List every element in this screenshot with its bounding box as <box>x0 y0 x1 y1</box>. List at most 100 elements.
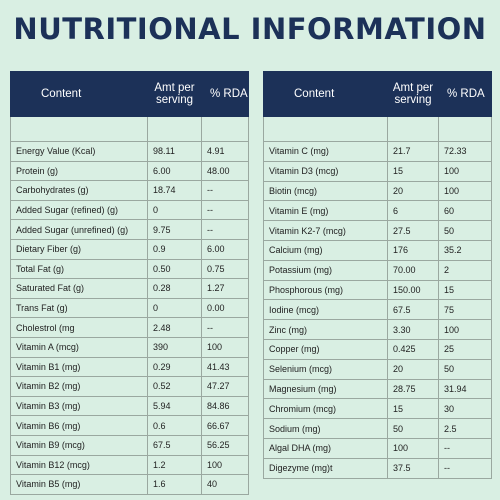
nutrient-name: Vitamin B6 (mg) <box>10 415 148 436</box>
nutrient-name: Vitamin B1 (mg) <box>10 356 148 378</box>
amount-value: 50 <box>387 418 439 439</box>
rda-value: 50 <box>438 220 492 241</box>
table-row: Vitamin B5 (mg) 1.6 40 <box>10 474 249 495</box>
nutrient-name: Vitamin A (mcg) <box>10 336 148 358</box>
rda-value: 41.43 <box>201 356 249 378</box>
rda-value: 25 <box>438 338 492 360</box>
rda-value: 50 <box>438 358 492 380</box>
table-row: Iodine (mcg) 67.5 75 <box>263 299 492 321</box>
rda-value: 75 <box>438 299 492 321</box>
nutrient-name: Vitamin B2 (mg) <box>10 376 148 397</box>
page-title: NUTRITIONAL INFORMATION <box>13 12 487 46</box>
rda-value: 30 <box>438 398 492 420</box>
table-row: Vitamin B1 (mg) 0.29 41.43 <box>10 356 249 378</box>
table-row: Vitamin B6 (mg) 0.6 66.67 <box>10 415 249 436</box>
nutrient-name: Vitamin B5 (mg) <box>10 474 148 495</box>
spacer-cell <box>147 116 202 142</box>
table-row: Copper (mg) 0.425 25 <box>263 338 492 360</box>
table-row: Energy Value (Kcal) 98.11 4.91 <box>10 141 249 162</box>
table-row: Magnesium (mg) 28.75 31.94 <box>263 378 492 400</box>
nutrient-name: Biotin (mcg) <box>263 180 388 202</box>
table-row: Protein (g) 6.00 48.00 <box>10 160 249 182</box>
rda-value: 60 <box>438 200 492 222</box>
amount-value: 9.75 <box>147 219 202 240</box>
nutrient-name: Vitamin E (mg) <box>263 200 388 222</box>
amount-value: 28.75 <box>387 378 439 400</box>
nutrition-table-right: Content Amt per serving % RDA Vitamin C … <box>263 71 492 479</box>
nutrient-name: Protein (g) <box>10 160 148 182</box>
rda-value: 1.27 <box>201 278 249 299</box>
nutrient-name: Vitamin K2-7 (mcg) <box>263 220 388 241</box>
amount-value: 20 <box>387 358 439 380</box>
amount-value: 0.29 <box>147 356 202 378</box>
rda-value: 100 <box>438 160 492 182</box>
table-row: Calcium (mg) 176 35.2 <box>263 239 492 261</box>
header-amt-per-serving: Amt per serving <box>387 71 439 117</box>
spacer-cell <box>387 116 439 142</box>
table-row: Phosphorous (mg) 150.00 15 <box>263 279 492 301</box>
table-row: Biotin (mcg) 20 100 <box>263 180 492 202</box>
rda-value: 35.2 <box>438 239 492 261</box>
header-rda: % RDA <box>201 71 249 117</box>
spacer-cell <box>201 116 249 142</box>
table-row: Potassium (mg) 70.00 2 <box>263 259 492 281</box>
nutrient-name: Dietary Fiber (g) <box>10 238 148 260</box>
amount-value: 6.00 <box>147 160 202 182</box>
amount-value: 20 <box>387 180 439 202</box>
table-row: Vitamin B3 (mg) 5.94 84.86 <box>10 395 249 417</box>
table-row: Added Sugar (refined) (g) 0 -- <box>10 199 249 221</box>
rda-value: 100 <box>438 180 492 202</box>
rda-value: -- <box>201 317 249 338</box>
amount-value: 150.00 <box>387 279 439 301</box>
nutrient-name: Total Fat (g) <box>10 258 148 280</box>
nutrient-name: Added Sugar (refined) (g) <box>10 199 148 221</box>
rda-value: 47.27 <box>201 376 249 397</box>
amount-value: 0.28 <box>147 278 202 299</box>
table-row: Dietary Fiber (g) 0.9 6.00 <box>10 238 249 260</box>
amount-value: 15 <box>387 160 439 182</box>
rda-value: 100 <box>201 336 249 358</box>
rda-value: -- <box>201 199 249 221</box>
amount-value: 0.52 <box>147 376 202 397</box>
rda-value: 100 <box>438 319 492 340</box>
amount-value: 15 <box>387 398 439 420</box>
nutrient-name: Calcium (mg) <box>263 239 388 261</box>
rda-value: 4.91 <box>201 141 249 162</box>
amount-value: 1.6 <box>147 474 202 495</box>
rda-value: 2 <box>438 259 492 281</box>
table-row: Cholestrol (mg 2.48 -- <box>10 317 249 338</box>
rda-value: 84.86 <box>201 395 249 417</box>
nutrient-name: Carbohydrates (g) <box>10 180 148 201</box>
spacer-cell <box>263 116 388 142</box>
table-spacer-row <box>10 116 249 142</box>
amount-value: 6 <box>387 200 439 222</box>
table-row: Zinc (mg) 3.30 100 <box>263 319 492 340</box>
amount-value: 0.9 <box>147 238 202 260</box>
table-row: Vitamin A (mcg) 390 100 <box>10 336 249 358</box>
rda-value: 48.00 <box>201 160 249 182</box>
rda-value: 66.67 <box>201 415 249 436</box>
table-row: Carbohydrates (g) 18.74 -- <box>10 180 249 201</box>
header-amt-per-serving: Amt per serving <box>147 71 202 117</box>
header-content: Content <box>10 71 148 117</box>
table-row: Digezyme (mg)t 37.5 -- <box>263 457 492 479</box>
table-row: Vitamin E (mg) 6 60 <box>263 200 492 222</box>
nutrient-name: Algal DHA (mg) <box>263 437 388 459</box>
table-row: Algal DHA (mg) 100 -- <box>263 437 492 459</box>
amount-value: 0.50 <box>147 258 202 280</box>
rda-value: -- <box>201 219 249 240</box>
table-row: Total Fat (g) 0.50 0.75 <box>10 258 249 280</box>
nutrient-name: Selenium (mcg) <box>263 358 388 380</box>
header-content: Content <box>263 71 388 117</box>
amount-value: 98.11 <box>147 141 202 162</box>
nutrient-name: Vitamin D3 (mcg) <box>263 160 388 182</box>
table-header-row: Content Amt per serving % RDA <box>263 71 492 117</box>
nutrient-name: Energy Value (Kcal) <box>10 141 148 162</box>
rda-value: 72.33 <box>438 141 492 162</box>
table-row: Vitamin B9 (mcg) 67.5 56.25 <box>10 434 249 456</box>
amount-value: 0 <box>147 297 202 319</box>
table-row: Vitamin B2 (mg) 0.52 47.27 <box>10 376 249 397</box>
amount-value: 1.2 <box>147 454 202 476</box>
rda-value: 6.00 <box>201 238 249 260</box>
nutrient-name: Added Sugar (unrefined) (g) <box>10 219 148 240</box>
